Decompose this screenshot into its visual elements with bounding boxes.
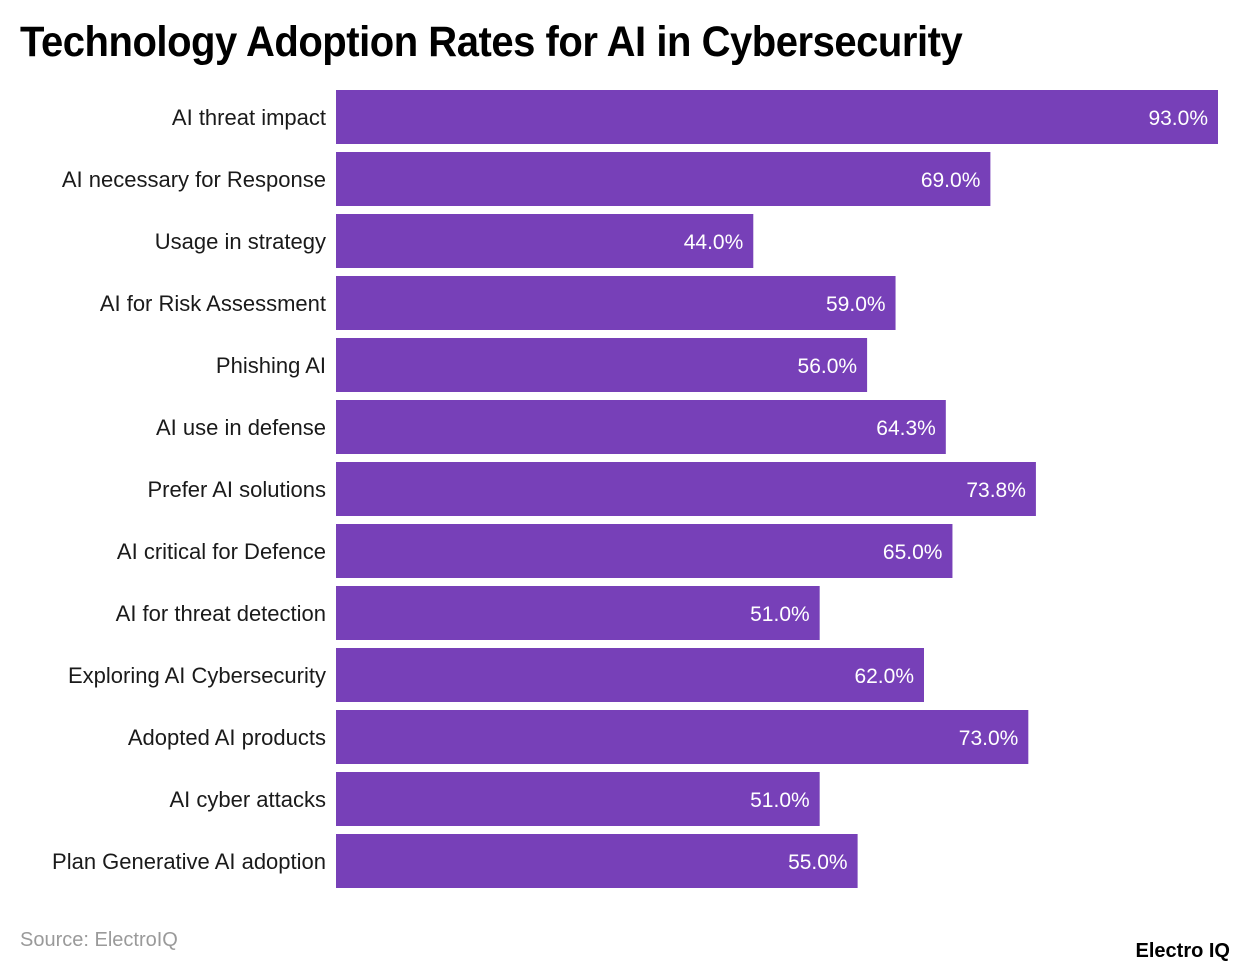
category-label: AI critical for Defence <box>117 539 326 564</box>
value-label: 93.0% <box>1148 107 1208 130</box>
value-label: 64.3% <box>876 417 936 440</box>
bar-group: AI threat impact 93.0% <box>172 90 1218 144</box>
category-label: AI necessary for Response <box>62 167 326 192</box>
brand-logo: Electro IQ <box>1135 940 1230 962</box>
category-label: AI use in defense <box>156 415 326 440</box>
value-label: 62.0% <box>854 665 914 688</box>
bar-group: AI use in defense 64.3% <box>156 400 946 454</box>
bar <box>336 338 868 392</box>
category-label: Usage in strategy <box>155 229 326 254</box>
chart-title: Technology Adoption Rates for AI in Cybe… <box>20 18 963 66</box>
bar <box>336 276 896 330</box>
bar-group: Adopted AI products 73.0% <box>128 710 1029 764</box>
bar <box>336 586 820 640</box>
value-label: 73.8% <box>966 479 1026 502</box>
bar-group: AI for threat detection 51.0% <box>116 586 820 640</box>
bar <box>336 772 820 826</box>
bar-group: Exploring AI Cybersecurity 62.0% <box>68 648 924 702</box>
value-label: 73.0% <box>959 727 1019 750</box>
category-label: AI threat impact <box>172 105 326 130</box>
bar-group: Prefer AI solutions 73.8% <box>147 462 1036 516</box>
category-label: Adopted AI products <box>128 725 326 750</box>
bar <box>336 462 1036 516</box>
category-label: AI cyber attacks <box>169 787 326 812</box>
bar <box>336 152 991 206</box>
bar <box>336 524 953 578</box>
bar <box>336 648 924 702</box>
bar <box>336 90 1218 144</box>
category-label: AI for Risk Assessment <box>100 291 326 316</box>
value-label: 44.0% <box>684 231 744 254</box>
bar <box>336 710 1029 764</box>
bar <box>336 214 754 268</box>
bar-group: AI necessary for Response 69.0% <box>62 152 991 206</box>
bar-group: AI for Risk Assessment 59.0% <box>100 276 896 330</box>
source-note: Source: ElectroIQ <box>20 929 178 951</box>
category-label: Exploring AI Cybersecurity <box>68 663 326 688</box>
bar-group: Usage in strategy 44.0% <box>155 214 754 268</box>
bar-group: Plan Generative AI adoption 55.0% <box>52 834 858 888</box>
category-label: Prefer AI solutions <box>147 477 326 502</box>
value-label: 56.0% <box>798 355 858 378</box>
value-label: 69.0% <box>921 169 981 192</box>
bar-group: AI critical for Defence 65.0% <box>117 524 953 578</box>
bar <box>336 400 946 454</box>
value-label: 51.0% <box>750 603 810 626</box>
category-label: Phishing AI <box>216 353 326 378</box>
value-label: 65.0% <box>883 541 943 564</box>
bar-group: Phishing AI 56.0% <box>216 338 868 392</box>
category-label: Plan Generative AI adoption <box>52 849 326 874</box>
value-label: 55.0% <box>788 851 848 874</box>
bar <box>336 834 858 888</box>
bar-group: AI cyber attacks 51.0% <box>169 772 820 826</box>
value-label: 51.0% <box>750 789 810 812</box>
value-label: 59.0% <box>826 293 886 316</box>
category-label: AI for threat detection <box>116 601 326 626</box>
